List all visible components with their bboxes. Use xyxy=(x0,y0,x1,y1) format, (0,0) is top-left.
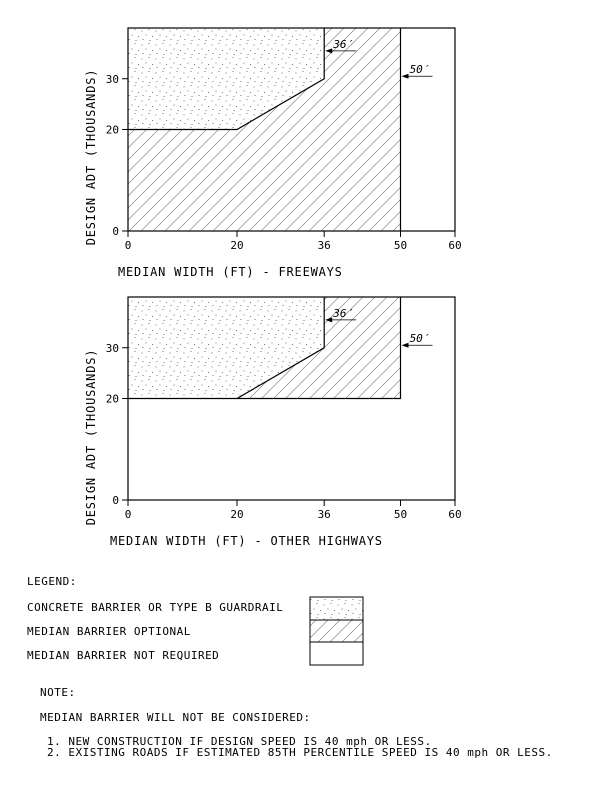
legend-swatch-stipple xyxy=(309,596,364,621)
x-tick-label: 36 xyxy=(318,239,331,252)
note-item-1: 1. NEW CONSTRUCTION IF DESIGN SPEED IS 4… xyxy=(47,735,432,748)
y-tick-label: 30 xyxy=(106,342,119,355)
note-intro: MEDIAN BARRIER WILL NOT BE CONSIDERED: xyxy=(40,711,311,724)
x-tick-label: 20 xyxy=(230,239,243,252)
boundary-concrete-barrier xyxy=(128,28,325,131)
y-axis-label: DESIGN ADT (THOUSANDS) xyxy=(84,69,98,246)
annotation-label: 36′ xyxy=(332,38,353,51)
x-tick-label: 50 xyxy=(394,239,407,252)
annotation-label: 50′ xyxy=(410,63,430,76)
chart-freeways: 0 20 36 50 60 0 20 30 36′ 50′ MEDIAN WIDTH (FT) - … xyxy=(84,27,462,279)
y-axis-label: DESIGN ADT (THOUSANDS) xyxy=(84,349,98,526)
region-concrete-barrier-or-type-b-guardrail xyxy=(128,28,325,130)
note-item-2: 2. EXISTING ROADS IF ESTIMATED 85TH PERC… xyxy=(47,746,553,759)
note-title: NOTE: xyxy=(40,686,76,699)
y-tick-label: 20 xyxy=(106,124,119,137)
x-tick-label: 20 xyxy=(230,508,243,521)
legend-swatch-blank xyxy=(309,641,364,666)
legend-swatch-hatch xyxy=(309,619,364,643)
annotation-arrowhead xyxy=(325,48,333,54)
legend-label-barrier-not-required: MEDIAN BARRIER NOT REQUIRED xyxy=(27,649,220,662)
region-median-barrier-not-required xyxy=(400,28,455,231)
annotation-label: 50′ xyxy=(410,332,430,345)
region-concrete-barrier-or-type-b-guardrail xyxy=(128,297,325,399)
boundary-barrier-optional xyxy=(237,297,402,400)
x-axis-label: MEDIAN WIDTH (FT) - OTHER HIGHWAYS xyxy=(110,534,383,548)
x-axis-label: MEDIAN WIDTH (FT) - FREEWAYS xyxy=(118,265,343,279)
region-median-barrier-optional xyxy=(128,28,401,231)
annotation-arrowhead xyxy=(325,317,333,323)
x-tick-label: 0 xyxy=(125,508,132,521)
y-tick-label: 0 xyxy=(112,225,119,238)
legend-label-concrete-barrier: CONCRETE BARRIER OR TYPE B GUARDRAIL xyxy=(27,601,284,614)
chart-other-highways: 0 20 36 50 60 0 20 30 36′ 50′ MEDIAN WIDTH (FT) - … xyxy=(84,296,462,548)
y-tick-label: 20 xyxy=(106,393,119,406)
x-tick-label: 0 xyxy=(125,239,132,252)
x-tick-label: 60 xyxy=(448,508,461,521)
x-tick-label: 36 xyxy=(318,508,331,521)
y-tick-label: 30 xyxy=(106,73,119,86)
region-median-barrier-optional xyxy=(237,297,401,399)
annotation-arrowhead xyxy=(401,73,409,79)
annotation-arrowhead xyxy=(401,342,409,348)
annotation-label: 36′ xyxy=(332,307,353,320)
legend-label-barrier-optional: MEDIAN BARRIER OPTIONAL xyxy=(27,625,191,638)
x-tick-label: 50 xyxy=(394,508,407,521)
x-tick-label: 60 xyxy=(448,239,461,252)
boundary-concrete-barrier xyxy=(128,297,325,400)
y-tick-label: 0 xyxy=(112,494,119,507)
legend-title: LEGEND: xyxy=(27,575,77,588)
